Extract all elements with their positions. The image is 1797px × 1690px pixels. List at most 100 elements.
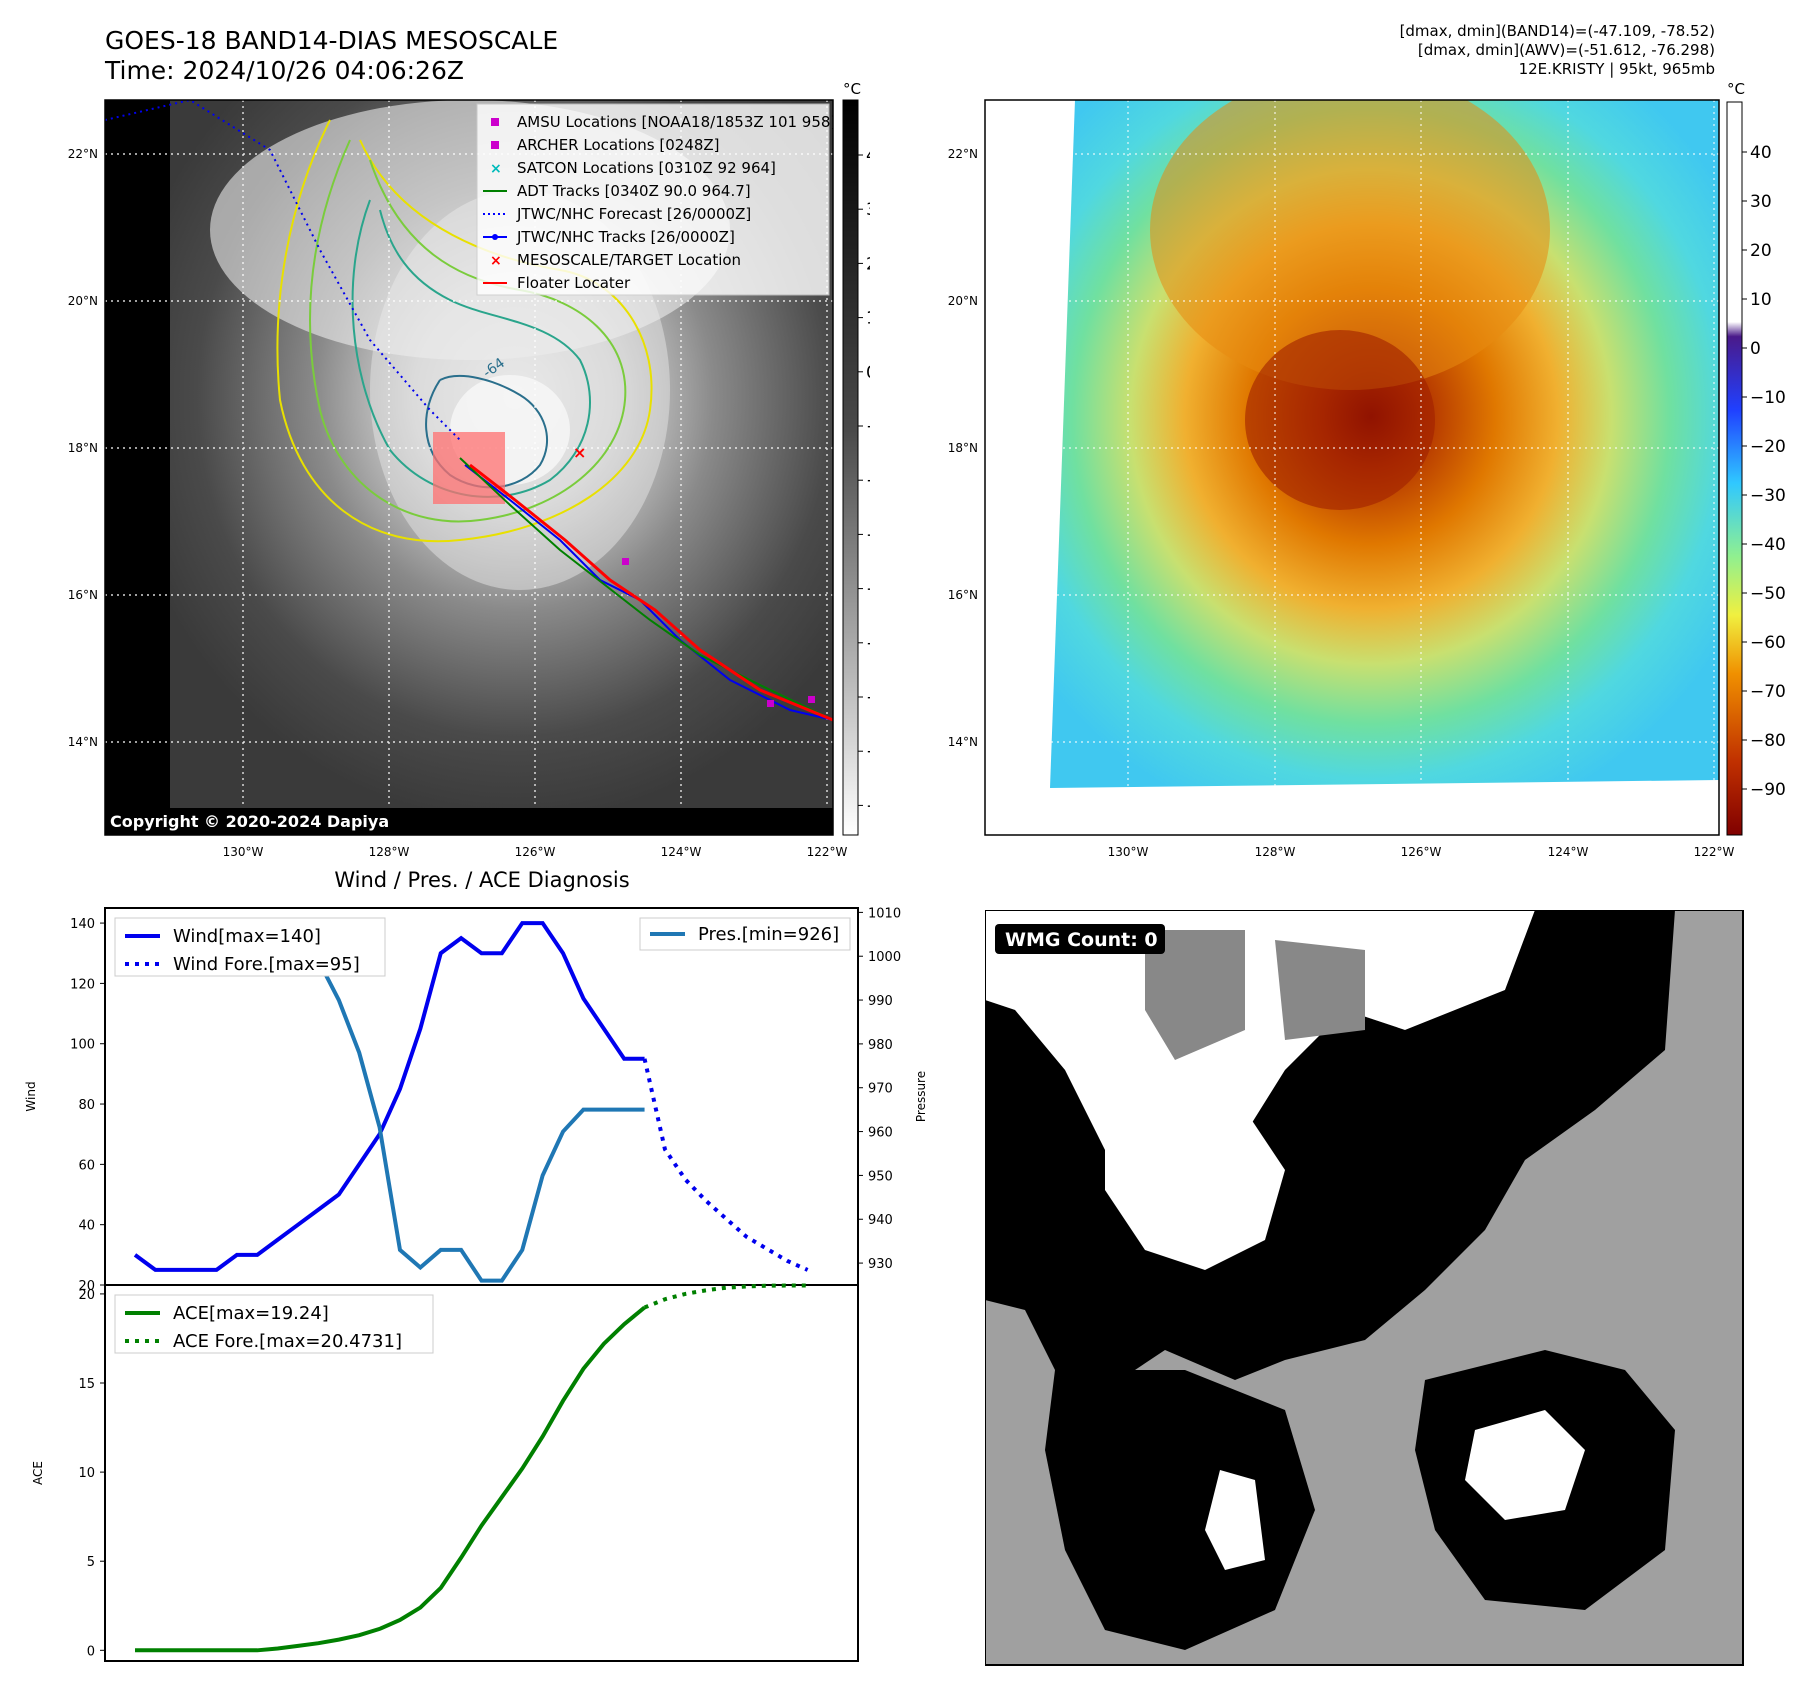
colorbar-tick-label: −90 <box>1750 780 1786 800</box>
lat-label: 20°N <box>948 294 978 308</box>
legend-label: JTWC/NHC Forecast [26/0000Z] <box>516 205 751 223</box>
pressure-ytick-label: 940 <box>868 1213 893 1228</box>
colorbar-tick-label: 40 <box>866 146 870 166</box>
ir-map-panel: 22°N 20°N 18°N 16°N 14°N 130°W 128°W 126… <box>948 80 1786 859</box>
lat-label: 20°N <box>68 294 98 308</box>
pressure-ytick-label: 1000 <box>868 950 901 965</box>
lon-label: 130°W <box>223 845 264 859</box>
ace-axis-label: ACE <box>31 1461 45 1485</box>
adt-track <box>459 457 833 721</box>
lat-label: 14°N <box>68 735 98 749</box>
wmg-gray-patch <box>1275 940 1365 1040</box>
amsu-marker <box>767 700 774 707</box>
legend-label: AMSU Locations [NOAA18/1853Z 101 958] <box>517 113 836 131</box>
series-line <box>642 1058 809 1272</box>
contour-teal <box>351 199 591 498</box>
colorbar-tick-label: −50 <box>1750 584 1786 604</box>
colorbar-tick-label: −60 <box>866 688 870 708</box>
legend-label: Pres.[min=926] <box>698 924 839 945</box>
copyright-text: Copyright © 2020-2024 Dapiya <box>110 812 389 831</box>
map-legend-items: AMSU Locations [NOAA18/1853Z 101 958] ARC… <box>483 113 836 292</box>
legend-label: SATCON Locations [0310Z 92 964] <box>517 159 776 177</box>
colorbar-color <box>1726 101 1743 836</box>
pressure-ytick-label: 950 <box>868 1169 893 1184</box>
colorbar-tick-label: −70 <box>1750 682 1786 702</box>
stats-band14: [dmax, dmin](BAND14)=(-47.109, -78.52) <box>1399 22 1715 40</box>
ace-legend <box>114 1294 434 1354</box>
pressure-ytick-label: 1010 <box>868 906 901 921</box>
pressure-ytick-label: 930 <box>868 1257 893 1272</box>
colorbar-tick-label: −70 <box>866 742 870 762</box>
target-marker: × <box>573 443 586 462</box>
floater-track <box>469 463 833 722</box>
pressure-ytick-label: 980 <box>868 1038 893 1053</box>
colorbar-gray <box>842 99 859 836</box>
colorbar-tick-label: 10 <box>866 309 870 329</box>
wmg-frame <box>985 910 1744 1666</box>
ace-ytick-label: 15 <box>78 1377 95 1392</box>
ace-ytick-label: 5 <box>87 1555 95 1570</box>
ir-gridlines <box>985 100 1719 835</box>
colorbar-tick-label: −30 <box>1750 486 1786 506</box>
series-line <box>135 923 645 1283</box>
lat-label: 22°N <box>68 147 98 161</box>
storm-info: 12E.KRISTY | 95kt, 965mb <box>1518 60 1715 78</box>
wmg-count-label: WMG Count: 0 <box>1005 929 1158 951</box>
colorbar-tick-label: 10 <box>1750 290 1772 310</box>
lon-labels: 130°W 128°W 126°W 124°W 122°W <box>223 845 848 859</box>
lon-label: 128°W <box>1255 845 1296 859</box>
legend-label: MESOSCALE/TARGET Location <box>517 251 741 269</box>
ace-axes-frame <box>104 1284 859 1662</box>
series-line <box>643 1283 808 1310</box>
satellite-map-panel: -64 × AMSU Locations [NOAA18/1853Z 101 9… <box>68 80 870 859</box>
series-line <box>135 1305 646 1653</box>
ir-lat-labels: 22°N 20°N 18°N 16°N 14°N <box>948 147 978 749</box>
wmg-gray-patch <box>1145 930 1245 1060</box>
legend-label: JTWC/NHC Tracks [26/0000Z] <box>516 228 735 246</box>
map-frame <box>104 99 834 836</box>
colorbar-tick-label: −20 <box>866 471 870 491</box>
legend-marker <box>491 141 499 149</box>
pressure-ytick-label: 970 <box>868 1082 893 1097</box>
colorbar-tick-label: −80 <box>866 796 870 816</box>
stats-block: [dmax, dmin](BAND14)=(-47.109, -78.52) [… <box>1400 22 1715 79</box>
wind-axis-label: Wind <box>24 1081 38 1111</box>
lat-label: 16°N <box>948 588 978 602</box>
map-legend <box>476 103 830 296</box>
colorbar-color-unit: °C <box>1727 80 1745 98</box>
ace-plot: 0 5 10 15 20 ACE ACE[max=19.24] ACE Fore.[max=2… <box>31 1283 859 1662</box>
wmg-white-region <box>1205 1470 1265 1570</box>
colorbar-tick-label: −50 <box>866 634 870 654</box>
colorbar-tick-label: 40 <box>1750 143 1772 163</box>
lon-label: 124°W <box>661 845 702 859</box>
wmg-count-badge <box>995 924 1165 954</box>
colorbar-tick-label: 0 <box>866 363 870 383</box>
pressure-ytick-label: 960 <box>868 1126 893 1141</box>
lon-label: 124°W <box>1548 845 1589 859</box>
colorbar-tick-label: −10 <box>866 417 870 437</box>
legend-label: Wind Fore.[max=95] <box>173 954 360 975</box>
ace-ytick-label: 10 <box>78 1466 95 1481</box>
ir-lon-labels: 130°W 128°W 126°W 124°W 122°W <box>1108 845 1735 859</box>
diagnosis-title: Wind / Pres. / ACE Diagnosis <box>334 868 629 892</box>
wmg-black-region <box>985 910 1675 1390</box>
legend-label: Wind[max=140] <box>173 926 321 947</box>
wind-ytick-label: 80 <box>78 1098 95 1113</box>
amsu-marker <box>622 558 629 565</box>
wmg-white-region <box>1465 1410 1585 1520</box>
lat-label: 16°N <box>68 588 98 602</box>
ace-ytick-label: 0 <box>87 1644 95 1659</box>
legend-marker <box>491 118 499 126</box>
colorbar-tick-label: −30 <box>866 525 870 545</box>
pressure-ytick-label: 990 <box>868 994 893 1009</box>
colorbar-tick-label: 30 <box>1750 192 1772 212</box>
wind-ytick-label: 100 <box>70 1038 95 1053</box>
title-line-2: Time: 2024/10/26 04:06:26Z <box>105 56 464 85</box>
legend-label: ACE[max=19.24] <box>173 1303 329 1324</box>
lat-label: 18°N <box>68 441 98 455</box>
colorbar-tick-label: 20 <box>1750 241 1772 261</box>
legend-label: ACE Fore.[max=20.4731] <box>173 1331 402 1352</box>
wmg-black-region <box>1045 1370 1315 1650</box>
wind-legend <box>114 917 386 977</box>
wind-ytick-label: 20 <box>78 1279 95 1294</box>
